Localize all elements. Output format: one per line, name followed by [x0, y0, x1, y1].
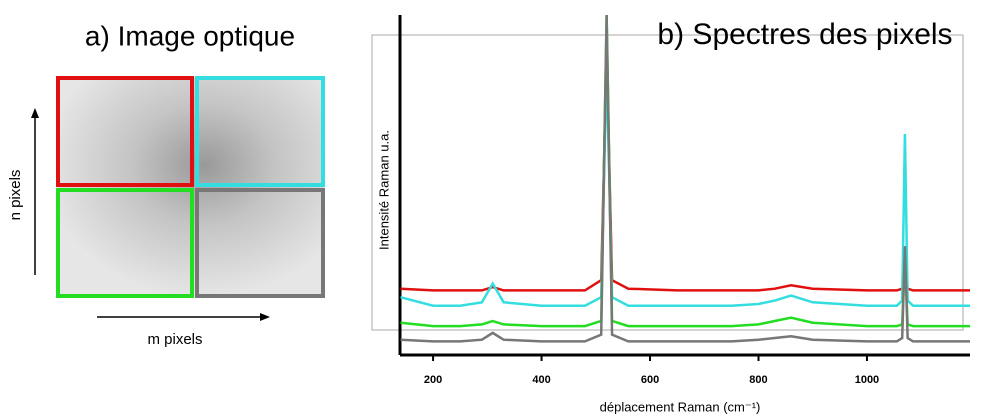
axis-label: Intensité Raman u.a. — [376, 130, 391, 250]
arrowhead — [260, 313, 270, 321]
axis-label: m pixels — [147, 331, 202, 348]
green-region — [56, 188, 194, 298]
arrowhead — [31, 108, 39, 118]
spectrum-line — [400, 14, 970, 328]
red-region — [56, 76, 194, 187]
chart-title: b) Spectres des pixels — [657, 18, 952, 51]
cyan-region — [195, 76, 325, 187]
plot-frame — [371, 34, 964, 331]
x-tick-label: 200 — [424, 374, 442, 386]
x-tick-label: 800 — [749, 374, 767, 386]
x-tick-label: 1000 — [855, 374, 879, 386]
axis-label: déplacement Raman (cm⁻¹) — [600, 399, 761, 414]
spectrum-line — [400, 14, 970, 343]
spectrum-line — [400, 65, 970, 307]
axis-label: n pixels — [7, 170, 24, 221]
gray-region — [195, 188, 325, 298]
panel-title: a) Image optique — [85, 20, 295, 51]
spectrum-line — [400, 55, 970, 292]
x-tick-label: 600 — [641, 374, 659, 386]
x-tick-label: 400 — [532, 374, 550, 386]
